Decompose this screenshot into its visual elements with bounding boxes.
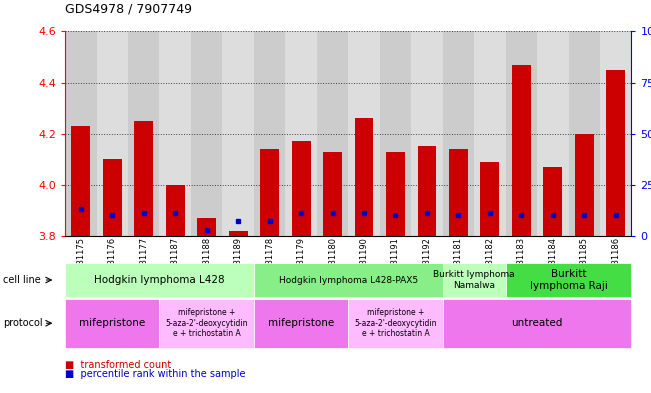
Bar xyxy=(386,151,405,236)
Bar xyxy=(254,31,285,236)
Bar xyxy=(380,31,411,236)
Bar xyxy=(260,149,279,236)
Bar xyxy=(537,31,568,236)
Text: mifepristone +
5-aza-2'-deoxycytidin
e + trichostatin A: mifepristone + 5-aza-2'-deoxycytidin e +… xyxy=(165,309,248,338)
Bar xyxy=(474,31,506,236)
Text: untreated: untreated xyxy=(512,318,562,328)
Bar xyxy=(568,31,600,236)
Bar xyxy=(323,151,342,236)
Text: mifepristone +
5-aza-2'-deoxycytidin
e + trichostatin A: mifepristone + 5-aza-2'-deoxycytidin e +… xyxy=(354,309,437,338)
Bar xyxy=(197,218,216,236)
Text: protocol: protocol xyxy=(3,318,43,328)
Bar xyxy=(443,31,474,236)
Text: mifepristone: mifepristone xyxy=(79,318,145,328)
Bar xyxy=(544,167,562,236)
Bar xyxy=(285,31,317,236)
Bar xyxy=(575,134,594,236)
Bar xyxy=(417,146,436,236)
Bar xyxy=(223,31,254,236)
Bar xyxy=(480,162,499,236)
Bar xyxy=(229,231,247,236)
Bar xyxy=(317,31,348,236)
Bar xyxy=(72,126,90,236)
Bar xyxy=(65,31,96,236)
Bar xyxy=(606,70,625,236)
Text: Hodgkin lymphoma L428-PAX5: Hodgkin lymphoma L428-PAX5 xyxy=(279,275,418,285)
Bar xyxy=(292,141,311,236)
Bar xyxy=(134,121,153,236)
Bar xyxy=(411,31,443,236)
Bar xyxy=(355,118,374,236)
Bar xyxy=(128,31,159,236)
Text: ■  percentile rank within the sample: ■ percentile rank within the sample xyxy=(65,369,245,379)
Text: cell line: cell line xyxy=(3,275,41,285)
Bar xyxy=(512,64,531,236)
Text: mifepristone: mifepristone xyxy=(268,318,334,328)
Text: Hodgkin lymphoma L428: Hodgkin lymphoma L428 xyxy=(94,275,225,285)
Bar xyxy=(449,149,468,236)
Bar xyxy=(348,31,380,236)
Bar xyxy=(103,159,122,236)
Text: ■  transformed count: ■ transformed count xyxy=(65,360,171,370)
Bar xyxy=(506,31,537,236)
Bar xyxy=(166,185,185,236)
Bar xyxy=(159,31,191,236)
Bar xyxy=(600,31,631,236)
Text: Burkitt
lymphoma Raji: Burkitt lymphoma Raji xyxy=(530,269,607,291)
Bar xyxy=(191,31,223,236)
Bar xyxy=(96,31,128,236)
Text: Burkitt lymphoma
Namalwa: Burkitt lymphoma Namalwa xyxy=(434,270,515,290)
Text: GDS4978 / 7907749: GDS4978 / 7907749 xyxy=(65,3,192,16)
